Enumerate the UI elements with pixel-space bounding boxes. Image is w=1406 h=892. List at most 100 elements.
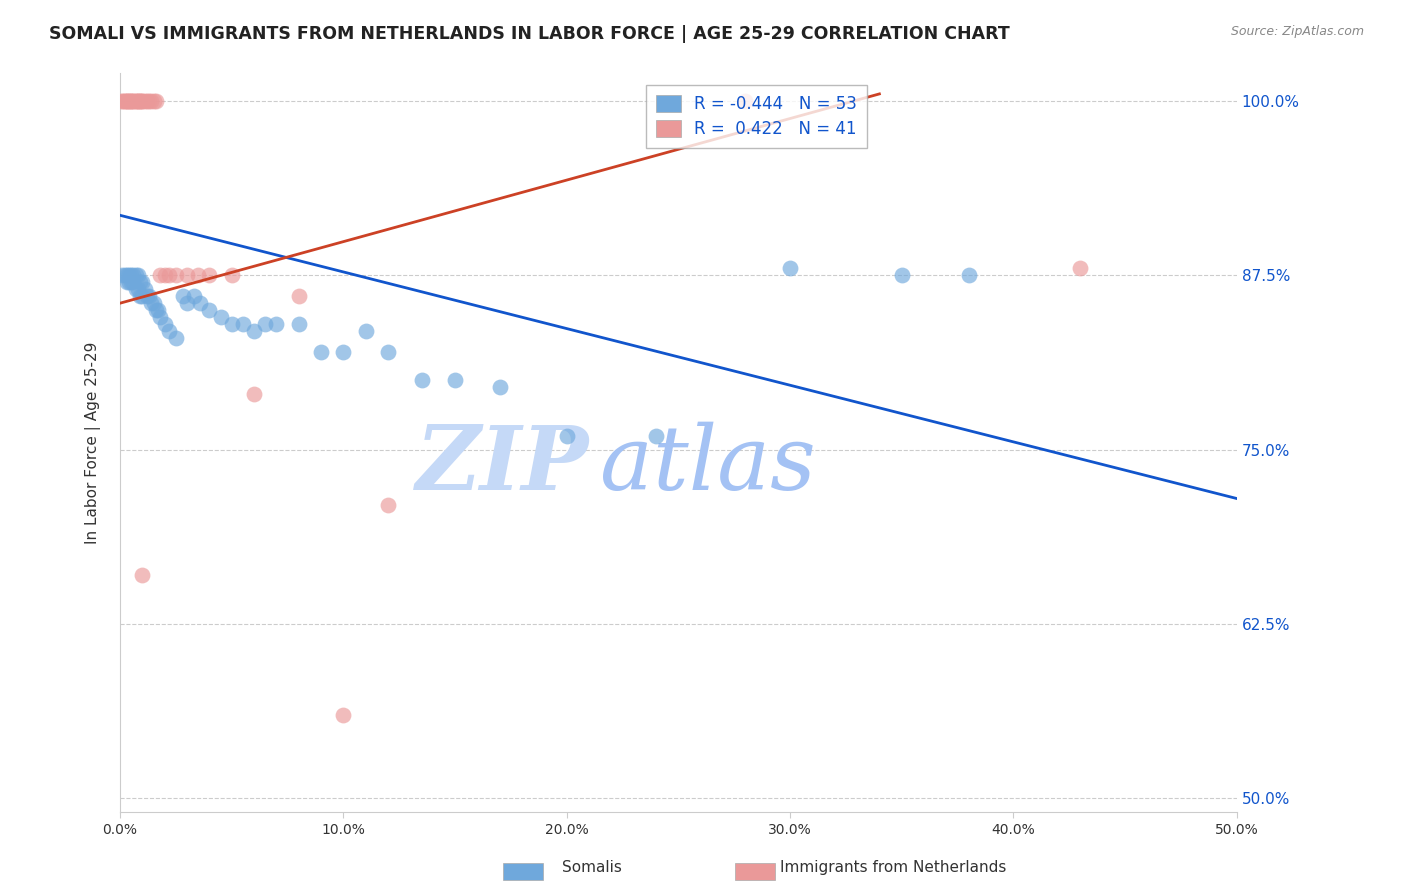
Point bbox=[131, 94, 153, 108]
Point bbox=[488, 380, 510, 394]
Point bbox=[377, 499, 399, 513]
Point bbox=[118, 94, 141, 108]
Point bbox=[111, 94, 134, 108]
Point bbox=[287, 289, 309, 303]
Point bbox=[145, 94, 167, 108]
Point bbox=[138, 94, 160, 108]
Point bbox=[131, 94, 153, 108]
Y-axis label: In Labor Force | Age 25-29: In Labor Force | Age 25-29 bbox=[86, 342, 101, 544]
Point bbox=[153, 317, 176, 331]
Point bbox=[183, 289, 205, 303]
Point bbox=[129, 289, 152, 303]
Point bbox=[243, 324, 266, 338]
Point bbox=[125, 94, 148, 108]
Point bbox=[122, 94, 145, 108]
Point bbox=[243, 387, 266, 401]
Point bbox=[377, 345, 399, 359]
Point bbox=[141, 94, 163, 108]
Point bbox=[254, 317, 277, 331]
Point bbox=[122, 275, 145, 289]
Point bbox=[157, 268, 180, 283]
Point bbox=[332, 707, 354, 722]
Point bbox=[120, 275, 142, 289]
Point bbox=[125, 282, 148, 296]
Point bbox=[129, 94, 152, 108]
Point bbox=[172, 289, 194, 303]
Point bbox=[131, 289, 153, 303]
Point bbox=[198, 303, 221, 318]
Point bbox=[115, 94, 138, 108]
Point bbox=[120, 268, 142, 283]
Point bbox=[146, 303, 169, 318]
Point bbox=[176, 296, 198, 310]
Point bbox=[141, 296, 163, 310]
Point bbox=[145, 303, 167, 318]
Point bbox=[142, 296, 165, 310]
Point bbox=[149, 268, 172, 283]
Point bbox=[266, 317, 288, 331]
Point bbox=[120, 94, 142, 108]
Point bbox=[125, 268, 148, 283]
Point bbox=[149, 310, 172, 325]
Text: Somalis: Somalis bbox=[562, 861, 623, 875]
Point bbox=[115, 268, 138, 283]
Point bbox=[118, 268, 141, 283]
Point bbox=[114, 94, 136, 108]
Point bbox=[209, 310, 232, 325]
Point bbox=[115, 94, 138, 108]
Point bbox=[332, 345, 354, 359]
Point bbox=[309, 345, 332, 359]
Point bbox=[1069, 261, 1091, 276]
Text: atlas: atlas bbox=[600, 421, 815, 508]
Point bbox=[135, 94, 157, 108]
Point bbox=[354, 324, 377, 338]
Point bbox=[114, 94, 136, 108]
Point bbox=[153, 268, 176, 283]
Point bbox=[118, 94, 141, 108]
Point bbox=[165, 268, 187, 283]
Point bbox=[221, 317, 243, 331]
Point bbox=[131, 568, 153, 582]
Point bbox=[176, 268, 198, 283]
Point bbox=[118, 275, 141, 289]
Point bbox=[555, 428, 578, 442]
Point bbox=[129, 275, 152, 289]
Point bbox=[734, 94, 756, 108]
Point bbox=[120, 94, 142, 108]
Point bbox=[125, 94, 148, 108]
Point bbox=[129, 94, 152, 108]
Point bbox=[165, 331, 187, 345]
Point bbox=[111, 94, 134, 108]
Point bbox=[645, 428, 668, 442]
Point bbox=[779, 261, 801, 276]
Legend: R = -0.444   N = 53, R =  0.422   N = 41: R = -0.444 N = 53, R = 0.422 N = 41 bbox=[645, 85, 868, 148]
Point bbox=[221, 268, 243, 283]
Point bbox=[122, 94, 145, 108]
Point bbox=[138, 289, 160, 303]
Text: Immigrants from Netherlands: Immigrants from Netherlands bbox=[780, 861, 1007, 875]
Point bbox=[115, 275, 138, 289]
Point bbox=[127, 94, 149, 108]
Point bbox=[127, 94, 149, 108]
Point bbox=[444, 373, 467, 387]
Point bbox=[198, 268, 221, 283]
Point bbox=[111, 268, 134, 283]
Point bbox=[134, 282, 156, 296]
Point bbox=[127, 282, 149, 296]
Point bbox=[135, 289, 157, 303]
Point bbox=[957, 268, 980, 283]
Point bbox=[411, 373, 433, 387]
Point bbox=[131, 275, 153, 289]
Point bbox=[157, 324, 180, 338]
Point bbox=[134, 94, 156, 108]
Point bbox=[232, 317, 254, 331]
Text: SOMALI VS IMMIGRANTS FROM NETHERLANDS IN LABOR FORCE | AGE 25-29 CORRELATION CHA: SOMALI VS IMMIGRANTS FROM NETHERLANDS IN… bbox=[49, 25, 1010, 43]
Point bbox=[127, 268, 149, 283]
Point bbox=[122, 268, 145, 283]
Point bbox=[187, 268, 209, 283]
Text: Source: ZipAtlas.com: Source: ZipAtlas.com bbox=[1230, 25, 1364, 38]
Point bbox=[287, 317, 309, 331]
Point bbox=[142, 94, 165, 108]
Point bbox=[190, 296, 212, 310]
Text: ZIP: ZIP bbox=[416, 422, 589, 508]
